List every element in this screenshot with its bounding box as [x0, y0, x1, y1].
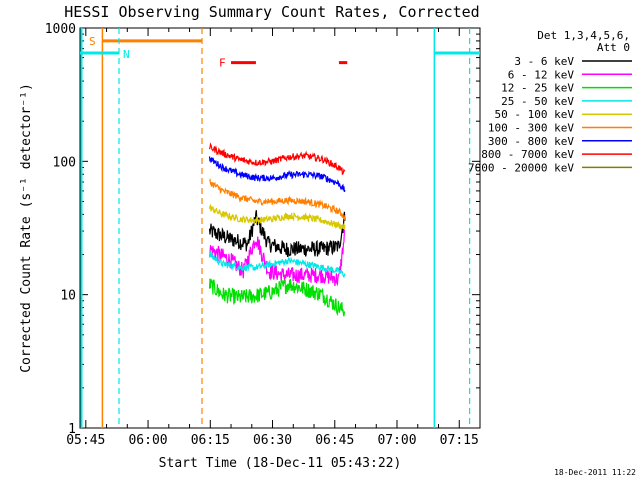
series-line-3-6-keV — [208, 210, 346, 257]
legend-label: 300 - 800 keV — [488, 135, 574, 148]
x-tick-label: 06:00 — [128, 433, 167, 448]
legend-label: 800 - 7000 keV — [481, 148, 574, 161]
x-axis-label: Start Time (18-Dec-11 05:43:22) — [159, 456, 402, 471]
series-line-12-25-keV — [208, 278, 346, 317]
footer-date: 18-Dec-2011 11:22 — [554, 468, 636, 477]
y-axis: 1 10 100 1000 — [45, 22, 480, 437]
y-axis-label: Corrected Count Rate (s⁻¹ detector⁻¹) — [19, 83, 34, 373]
chart-title: HESSI Observing Summary Count Rates, Cor… — [64, 3, 479, 21]
series-line-300-800-keV — [208, 156, 346, 193]
legend-label: 3 - 6 keV — [514, 55, 574, 68]
legend-label: 100 - 300 keV — [488, 122, 574, 135]
x-tick-label: 06:30 — [253, 433, 292, 448]
x-tick-label: 07:15 — [440, 433, 479, 448]
series-line-6-12-keV — [208, 229, 346, 287]
night-flag-label: N — [123, 48, 130, 61]
series-line-25-50-keV — [208, 250, 346, 279]
y-tick-label: 100 — [53, 155, 76, 170]
y-tick-label: 1000 — [45, 22, 76, 37]
legend-label: 6 - 12 keV — [508, 68, 575, 81]
plot-frame — [79, 27, 481, 429]
x-tick-label: 06:45 — [315, 433, 354, 448]
legend-label: 12 - 25 keV — [501, 82, 574, 95]
legend-label: 7000 - 20000 keV — [468, 161, 574, 174]
observing-flags: S N F — [80, 28, 480, 428]
x-tick-label: 07:00 — [377, 433, 416, 448]
legend-header-det: Det 1,3,4,5,6, — [537, 29, 630, 42]
legend-label: 25 - 50 keV — [501, 95, 574, 108]
x-tick-label: 05:45 — [66, 433, 105, 448]
y-tick-label: 1 — [68, 422, 76, 437]
x-axis: 05:45 06:00 06:15 06:30 06:45 07:00 07:15 — [66, 28, 481, 448]
legend-header-att: Att 0 — [597, 41, 630, 54]
x-tick-label: 06:15 — [191, 433, 230, 448]
series-line-800-7000-keV — [208, 142, 346, 176]
y-tick-label: 10 — [60, 289, 76, 304]
series-group — [208, 142, 346, 317]
flare-flag-label: F — [219, 57, 226, 70]
series-line-50-100-keV — [208, 203, 346, 230]
legend-label: 50 - 100 keV — [495, 108, 575, 121]
saa-flag-label: S — [89, 35, 96, 48]
series-line-100-300-keV — [208, 178, 346, 222]
